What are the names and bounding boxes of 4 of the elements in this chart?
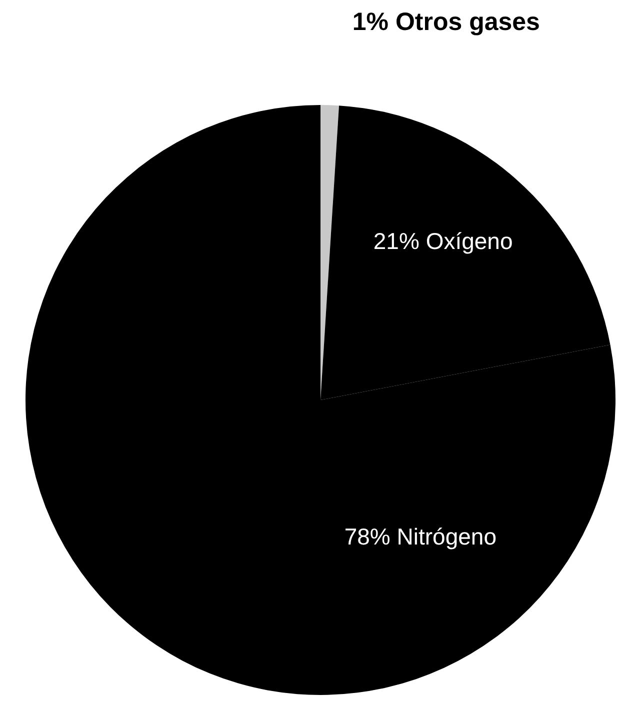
slice-label: 78% Nitrógeno [344, 524, 496, 550]
slice-label: 21% Oxígeno [373, 228, 513, 254]
slice-label: 1% Otros gases [352, 8, 540, 36]
pie-slice [26, 105, 615, 695]
